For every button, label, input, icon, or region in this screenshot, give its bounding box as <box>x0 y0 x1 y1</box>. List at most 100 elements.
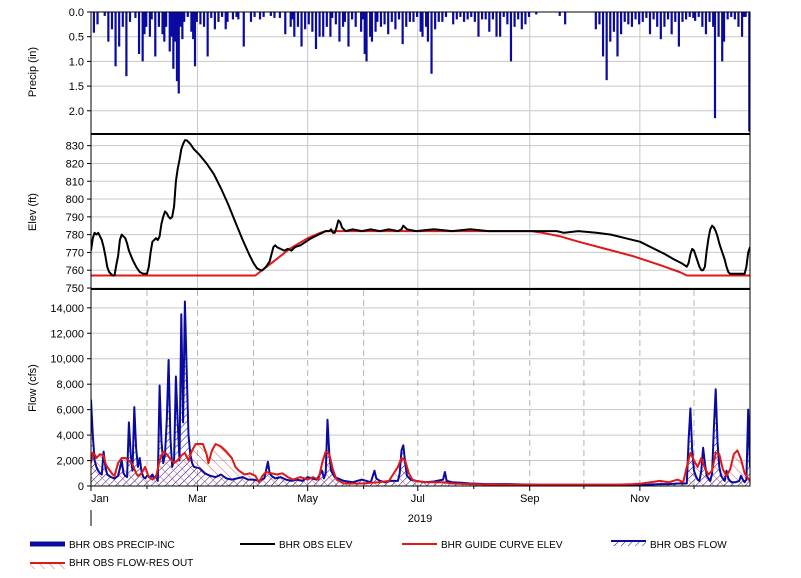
x-tick-label: Jan <box>91 493 109 505</box>
precip-bar <box>502 12 505 17</box>
precip-bar <box>712 12 715 27</box>
precip-bar <box>293 12 296 37</box>
precip-bar <box>318 12 321 37</box>
x-axis-year-label: 2019 <box>408 513 432 525</box>
precip-bar <box>148 12 151 37</box>
precip-bar <box>441 12 444 22</box>
elev-tick-label: 770 <box>66 247 84 259</box>
precip-bar <box>462 12 466 22</box>
precip-bar <box>165 12 168 27</box>
elev-tick-label: 820 <box>66 158 84 170</box>
precip-bar <box>473 12 476 22</box>
precip-bar <box>199 12 202 25</box>
flow-tick-label: 4,000 <box>56 430 84 442</box>
precip-bar <box>145 12 148 27</box>
precip-bar <box>598 12 601 25</box>
flow-tick-label: 2,000 <box>56 456 84 468</box>
precip-bar <box>697 12 700 17</box>
elev-panel: 750 760 770 780 790 800 810 820 830 Elev (ft) <box>27 135 750 295</box>
precip-bar <box>701 12 704 27</box>
precip-bar <box>365 12 368 62</box>
precip-bar <box>648 12 652 35</box>
precip-bar <box>405 12 408 27</box>
precip-bar <box>674 12 677 22</box>
precip-bar <box>459 12 462 17</box>
precip-bar <box>338 12 341 42</box>
precip-bar <box>520 12 523 30</box>
precip-bar <box>114 12 117 67</box>
precip-bar <box>609 12 612 42</box>
precip-bar <box>177 12 180 94</box>
precip-bar <box>527 12 531 17</box>
precip-bar <box>535 12 538 15</box>
flow-tick-label: 0 <box>78 481 84 493</box>
precip-bar <box>612 12 615 32</box>
precip-bar <box>419 12 422 32</box>
precip-bar <box>311 12 314 32</box>
precip-bar <box>737 12 740 27</box>
precip-bar <box>452 12 455 25</box>
precip-bar <box>430 12 433 74</box>
precip-bar <box>513 12 516 27</box>
precip-bar <box>163 12 166 42</box>
precip-bar <box>284 12 287 35</box>
precip-bar <box>721 12 724 62</box>
precip-bar <box>499 12 502 37</box>
precip-bar <box>477 12 480 37</box>
precip-bar <box>681 12 684 22</box>
precip-bar <box>742 12 745 17</box>
precip-panel: 0.0 0.5 1.0 1.5 2.0 Precip (in) <box>27 7 750 133</box>
precip-bar <box>154 12 157 57</box>
precip-bar <box>341 12 345 27</box>
precip-bar <box>110 12 114 30</box>
elev-tick-label: 800 <box>66 194 84 206</box>
elev-lines <box>91 139 750 277</box>
precip-bar <box>564 12 567 25</box>
precip-y-axis-label: Precip (in) <box>27 47 39 97</box>
precip-bar <box>748 12 750 132</box>
precip-bar <box>722 12 726 42</box>
precip-bars <box>92 12 750 132</box>
elev-tick-label: 790 <box>66 212 84 224</box>
precip-bar <box>677 12 680 47</box>
precip-bar <box>322 12 325 37</box>
precip-bar <box>307 12 310 25</box>
precip-bar <box>704 12 708 35</box>
precip-bar <box>663 12 666 27</box>
precip-bar <box>733 12 736 20</box>
precip-bar <box>103 12 106 16</box>
precip-bar <box>347 12 350 47</box>
precip-bar <box>620 12 623 35</box>
precip-bar <box>630 12 634 27</box>
precip-bar <box>174 12 177 42</box>
precip-bar <box>397 12 401 20</box>
precip-bar <box>652 12 655 20</box>
precip-bar <box>506 12 509 25</box>
precip-bar <box>304 12 307 30</box>
precip-bar <box>434 12 437 30</box>
precip-bar <box>616 12 619 57</box>
precip-bar <box>688 12 691 17</box>
precip-bar <box>517 12 520 20</box>
precip-bar <box>226 12 229 22</box>
precip-bar <box>376 12 379 22</box>
precip-bar <box>692 12 695 18</box>
precip-bar <box>235 12 238 17</box>
elev-y-ticks: 750 760 770 780 790 800 810 820 830 <box>66 141 91 295</box>
precip-bar <box>717 12 720 37</box>
precip-bar <box>168 12 171 52</box>
precip-bar <box>412 12 415 22</box>
precip-bar <box>425 12 428 27</box>
precip-bar <box>369 12 372 37</box>
precip-bar <box>623 12 626 22</box>
legend-label-res-out: BHR OBS FLOW-RES OUT <box>69 558 193 569</box>
precip-bar <box>210 12 213 18</box>
precip-tick-label: 1.0 <box>69 56 84 68</box>
legend-item-guide-curve: BHR GUIDE CURVE ELEV <box>402 540 563 551</box>
precip-bar <box>217 12 220 22</box>
precip-bar <box>170 12 173 37</box>
precip-bar <box>379 12 383 27</box>
precip-bar <box>289 12 292 27</box>
x-axis: Jan Mar May Jul Sep Nov <box>90 486 695 505</box>
